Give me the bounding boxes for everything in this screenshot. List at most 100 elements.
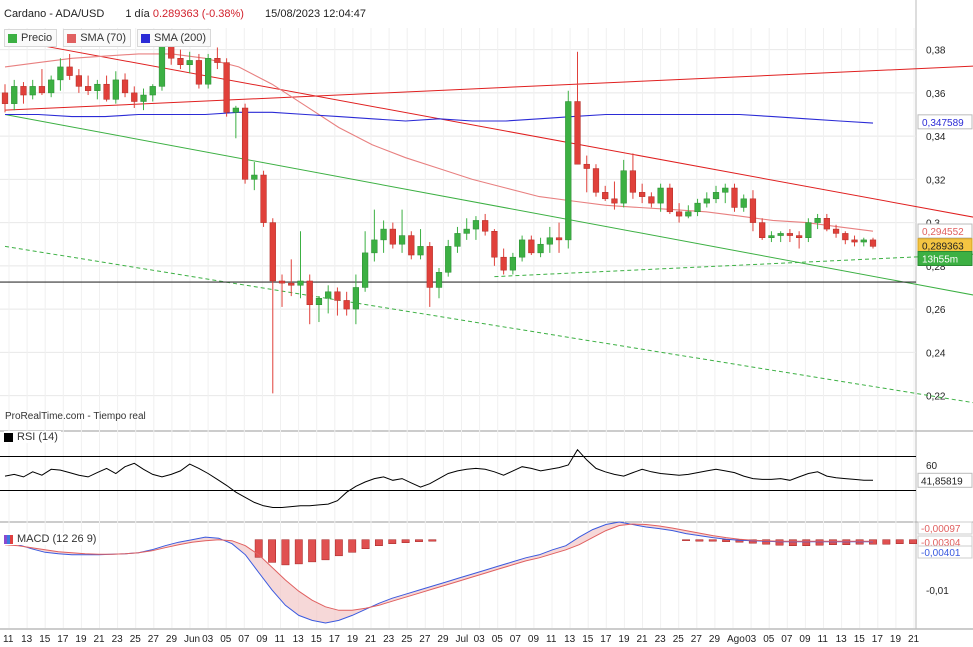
- macd-histogram-bar: [321, 539, 330, 561]
- candle-body: [75, 75, 82, 87]
- candle-body: [555, 237, 563, 241]
- candle-body: [260, 174, 267, 223]
- legend-sma200[interactable]: SMA (200): [137, 29, 212, 47]
- legend-label: SMA (70): [80, 32, 127, 44]
- rsi-panel-label[interactable]: RSI (14): [4, 431, 61, 443]
- legend-sma70[interactable]: SMA (70): [63, 29, 132, 47]
- candle-body: [11, 86, 18, 104]
- macd-histogram-bar: [895, 539, 904, 544]
- candle-body: [38, 86, 46, 94]
- candle-body: [48, 79, 55, 94]
- x-tick-label: 21: [94, 634, 106, 645]
- x-tick-label: 23: [112, 634, 124, 645]
- macd-histogram-bar: [348, 539, 357, 553]
- candle-body: [796, 235, 803, 238]
- x-tick-label: 17: [872, 634, 884, 645]
- candle-body: [472, 220, 480, 230]
- price-tick-label: 0,26: [926, 305, 946, 316]
- candle-body: [731, 187, 738, 208]
- macd-histogram-bar: [802, 539, 811, 546]
- macd-panel-label[interactable]: MACD (12 26 9): [4, 533, 100, 545]
- x-tick-label: 17: [57, 634, 69, 645]
- price-axis-label: 0,347589: [922, 118, 964, 129]
- price-tick-label: 0,22: [926, 392, 946, 403]
- price-axis-label: 13h55m: [922, 254, 958, 265]
- candle-body: [195, 60, 203, 85]
- chart-legend: Precio SMA (70) SMA (200): [4, 29, 212, 47]
- macd-histogram-bar: [682, 539, 690, 541]
- x-tick-label: 05: [220, 634, 232, 645]
- candle-body: [869, 239, 877, 247]
- x-tick-label: 09: [799, 634, 811, 645]
- candle-body: [334, 291, 341, 301]
- x-tick-label: 27: [419, 634, 431, 645]
- x-tick-label: 19: [618, 634, 630, 645]
- legend-precio[interactable]: Precio: [4, 29, 58, 47]
- price-tick-label: 0,34: [926, 132, 946, 143]
- macd-value-label: -0,00097: [921, 524, 961, 535]
- candle-body: [860, 239, 867, 243]
- x-tick-label: 07: [238, 634, 250, 645]
- candle-body: [786, 233, 794, 236]
- price-axis-label: 0,294552: [922, 227, 964, 238]
- rsi-label: RSI (14): [17, 431, 58, 443]
- candle-body: [186, 60, 193, 66]
- candle-body: [435, 272, 443, 288]
- x-tick-label: 19: [347, 634, 359, 645]
- candle-body: [214, 58, 221, 63]
- candle-body: [842, 233, 849, 241]
- candle-body: [611, 198, 618, 204]
- macd-swatch: [4, 534, 13, 544]
- price-axis-label-box: [917, 223, 973, 239]
- candle-body: [537, 243, 544, 254]
- x-tick-label: 23: [655, 634, 667, 645]
- candle-body: [759, 222, 766, 238]
- candle-body: [1, 92, 9, 104]
- macd-signal-line: [4, 523, 873, 611]
- x-tick-label: 27: [691, 634, 703, 645]
- candle-body: [343, 300, 350, 310]
- x-tick-label: 03: [474, 634, 486, 645]
- x-tick-label: Ago: [727, 634, 745, 645]
- candle-body: [57, 66, 64, 81]
- legend-swatch: [67, 33, 77, 43]
- macd-histogram-bar: [334, 539, 343, 557]
- x-tick-label: 09: [256, 634, 268, 645]
- candle-body: [832, 228, 840, 234]
- x-tick-label: 05: [763, 634, 775, 645]
- candle-body: [158, 45, 166, 87]
- x-tick-label: 21: [637, 634, 649, 645]
- macd-histogram-bar: [695, 539, 704, 542]
- trendline-green: [4, 245, 973, 404]
- candle-body: [66, 66, 73, 76]
- price-tick-label: 0,36: [926, 89, 946, 100]
- candle-body: [639, 192, 646, 197]
- rsi-swatch: [4, 432, 13, 442]
- candle-body: [722, 187, 729, 193]
- candle-body: [768, 235, 775, 238]
- candle-body: [29, 86, 36, 96]
- macd-histogram-bar: [708, 539, 717, 542]
- price-tick-label: 0,38: [926, 46, 946, 57]
- macd-tick-label: -0,01: [926, 586, 949, 597]
- candle-body: [84, 86, 92, 91]
- candle-body: [177, 58, 184, 66]
- x-tick-label: Jul: [456, 634, 469, 645]
- x-tick-label: 21: [908, 634, 920, 645]
- trendline-green: [4, 113, 973, 296]
- x-tick-label: 25: [401, 634, 413, 645]
- x-tick-label: 03: [745, 634, 757, 645]
- candle-body: [528, 239, 535, 254]
- candle-body: [278, 280, 286, 284]
- candle-body: [823, 218, 830, 230]
- candle-body: [389, 228, 396, 245]
- x-tick-label: 11: [275, 634, 286, 645]
- candle-body: [398, 235, 406, 245]
- trendline-green: [494, 253, 973, 278]
- candle-body: [20, 86, 27, 96]
- candle-body: [168, 45, 175, 59]
- candle-body: [500, 256, 507, 271]
- price-tick-label: 0,28: [926, 262, 946, 273]
- timeframe[interactable]: 1 día: [125, 8, 150, 20]
- candle-body: [417, 246, 424, 256]
